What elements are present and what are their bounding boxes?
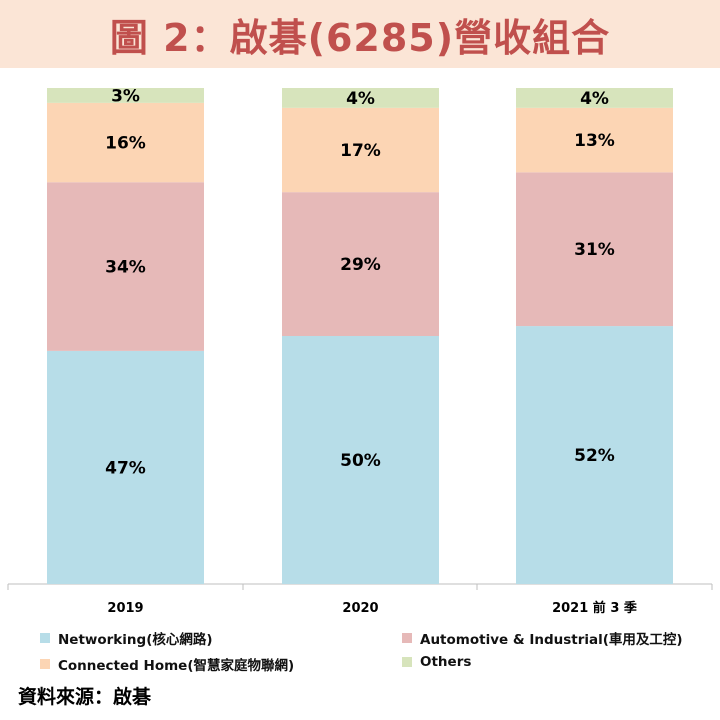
legend-item-connected-home: Connected Home(智慧家庭物聯網) bbox=[40, 654, 294, 674]
title-banner: 圖 2：啟碁(6285)營收組合 bbox=[0, 0, 720, 68]
legend-label-automotive: Automotive & Industrial(車用及工控) bbox=[420, 632, 683, 648]
legend-item-networking: Networking(核心網路) bbox=[40, 628, 213, 648]
legend-label-connected-home: Connected Home(智慧家庭物聯網) bbox=[58, 658, 295, 674]
x-tick-label-0: 2019 bbox=[107, 601, 143, 616]
data-label-1-0: 50% bbox=[340, 451, 381, 471]
bar-segment-1-2 bbox=[282, 107, 439, 193]
data-label-2-0: 52% bbox=[574, 446, 615, 466]
legend-item-automotive: Automotive & Industrial(車用及工控) bbox=[402, 628, 683, 648]
legend-swatch-networking bbox=[40, 633, 50, 643]
stacked-bar-chart: 47% 34% 16% 3% 2019 50% 29% 17% 4% 2020 52% 31% 13% 4… bbox=[7, 86, 713, 616]
source-note: 資料來源：啟碁 bbox=[18, 686, 152, 708]
bar-segment-0-1 bbox=[47, 182, 204, 351]
data-label-0-1: 34% bbox=[105, 258, 146, 278]
data-label-2-3: 4% bbox=[580, 89, 609, 109]
legend-item-others: Others bbox=[402, 654, 471, 670]
x-tick-label-2: 2021 前 3 季 bbox=[552, 600, 637, 616]
data-label-1-3: 4% bbox=[346, 89, 375, 109]
data-label-1-2: 17% bbox=[340, 141, 381, 161]
legend-swatch-others bbox=[402, 657, 412, 667]
legend-label-others: Others bbox=[420, 654, 472, 670]
bar-segment-0-3 bbox=[47, 88, 204, 103]
data-label-2-1: 31% bbox=[574, 240, 615, 260]
legend-swatch-connected-home bbox=[40, 659, 50, 669]
bar-segment-1-0 bbox=[282, 336, 439, 584]
bar-segment-0-0 bbox=[47, 350, 204, 584]
chart-title: 圖 2：啟碁(6285)營收組合 bbox=[109, 15, 611, 60]
bar-segment-2-2 bbox=[516, 107, 673, 173]
data-label-2-2: 13% bbox=[574, 131, 615, 151]
bar-segment-0-2 bbox=[47, 102, 204, 183]
data-label-0-0: 47% bbox=[105, 458, 146, 478]
bar-segment-1-1 bbox=[282, 192, 439, 336]
data-label-0-2: 16% bbox=[105, 134, 146, 154]
data-label-1-1: 29% bbox=[340, 255, 381, 275]
legend-swatch-automotive bbox=[402, 633, 412, 643]
legend-label-networking: Networking(核心網路) bbox=[58, 632, 213, 648]
bar-segment-2-0 bbox=[516, 326, 673, 584]
bar-segment-1-3 bbox=[282, 88, 439, 108]
bar-segment-2-1 bbox=[516, 172, 673, 327]
x-tick-label-1: 2020 bbox=[342, 601, 378, 616]
legend: Networking(核心網路) Automotive & Industrial… bbox=[40, 628, 710, 674]
data-label-0-3: 3% bbox=[111, 86, 140, 106]
bar-segment-2-3 bbox=[516, 88, 673, 108]
